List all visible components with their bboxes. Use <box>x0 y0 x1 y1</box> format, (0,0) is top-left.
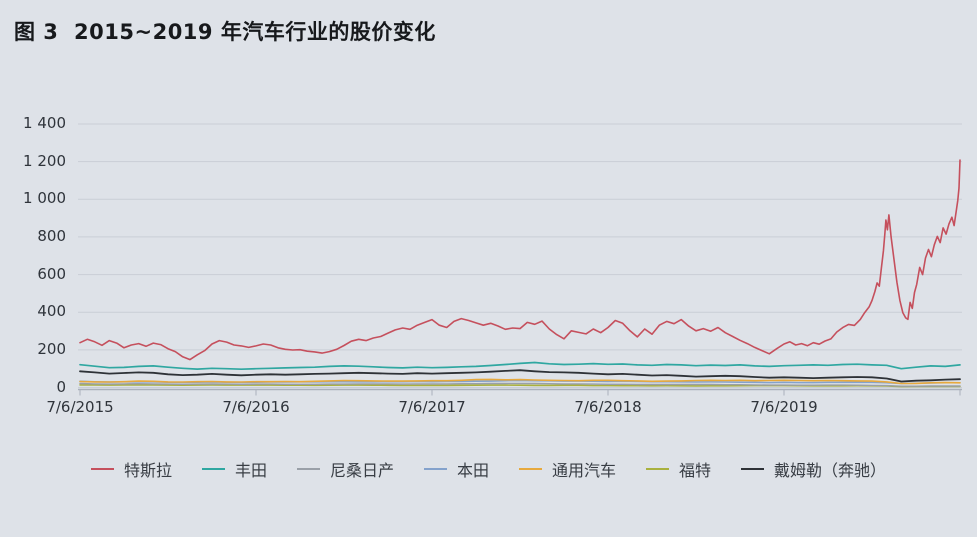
legend-item-5: 福特 <box>646 457 711 481</box>
legend-label: 丰田 <box>234 461 267 480</box>
series-line-1 <box>79 361 961 371</box>
chart-legend: 特斯拉 丰田 尼桑日产 本田 通用汽车 福特 戴姆勒（奔驰） <box>0 457 977 481</box>
x-axis-label: 7/6/2018 <box>574 398 642 416</box>
x-axis-label: 7/6/2019 <box>750 398 818 416</box>
legend-line-swatch <box>201 468 225 470</box>
legend-line-swatch <box>296 468 320 470</box>
legend-line-swatch <box>423 468 447 470</box>
legend-label: 特斯拉 <box>123 461 172 480</box>
y-axis-label: 600 <box>37 264 66 283</box>
legend-line-swatch <box>646 468 670 470</box>
legend-item-0: 特斯拉 <box>90 457 172 481</box>
legend-item-3: 本田 <box>423 457 489 481</box>
legend-line-swatch <box>519 468 542 470</box>
series-line-0 <box>79 159 961 361</box>
y-axis-label: 800 <box>37 226 66 245</box>
y-axis-label: 0 <box>56 377 66 396</box>
y-axis-label: 200 <box>37 339 66 358</box>
legend-label: 福特 <box>679 461 712 480</box>
x-axis-label: 7/6/2016 <box>222 398 290 416</box>
series-line-4 <box>79 378 961 385</box>
x-axis-label: 7/6/2017 <box>398 398 466 416</box>
legend-item-4: 通用汽车 <box>519 457 616 481</box>
y-axis-label: 1 400 <box>23 114 66 132</box>
legend-label: 尼桑日产 <box>329 461 394 480</box>
legend-item-6: 戴姆勒（奔驰） <box>741 457 886 481</box>
series-line-2 <box>79 382 961 387</box>
y-axis-label: 1 200 <box>23 151 66 170</box>
legend-line-swatch <box>90 468 114 470</box>
y-axis-label: 1 000 <box>23 189 66 208</box>
legend-line-swatch <box>741 468 765 470</box>
legend-item-1: 丰田 <box>201 457 267 481</box>
y-axis-label: 400 <box>37 302 66 321</box>
legend-label: 本田 <box>456 461 489 480</box>
figure-title: 图 3 2015~2019 年汽车行业的股价变化 <box>14 20 436 44</box>
legend-label: 通用汽车 <box>552 461 617 480</box>
legend-item-2: 尼桑日产 <box>296 457 394 481</box>
legend-label: 戴姆勒（奔驰） <box>774 461 887 480</box>
series-line-6 <box>79 369 961 383</box>
x-axis-label: 7/6/2015 <box>46 398 114 416</box>
